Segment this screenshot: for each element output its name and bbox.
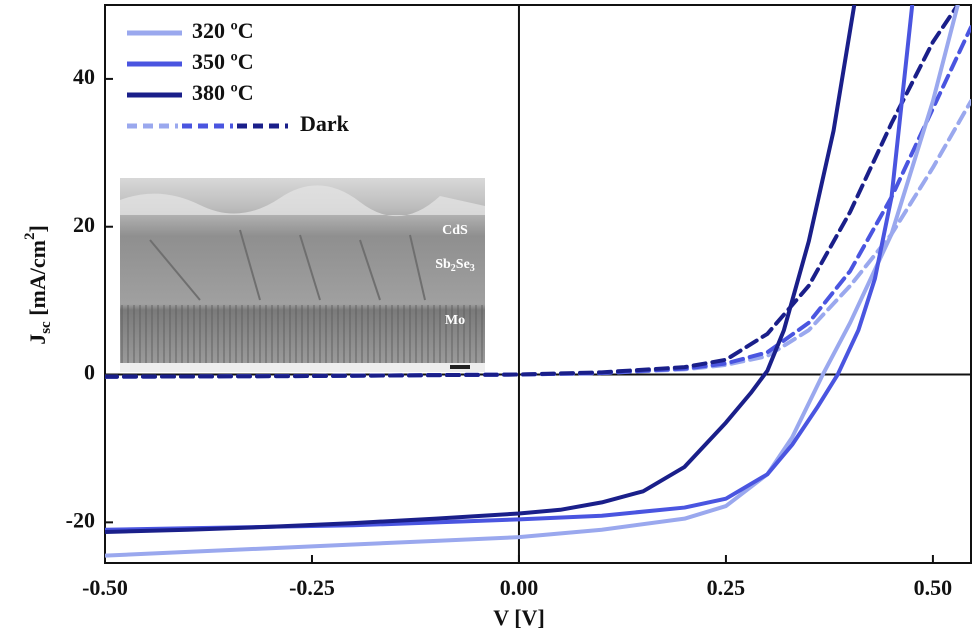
y-axis-label: Jsc [mA/cm2] [22, 225, 54, 345]
y-tick-label: -20 [66, 507, 95, 532]
legend-label: 350 ºC [192, 49, 254, 74]
top-layer [120, 185, 485, 217]
mo-columns [120, 305, 485, 363]
y-tick-label: 20 [73, 212, 95, 237]
y-tick-label: 40 [73, 64, 95, 89]
legend-label: Dark [300, 111, 350, 136]
y-tick-label: 0 [84, 360, 95, 385]
inset-label-part: Sb [435, 257, 451, 272]
dark-curve [105, 5, 960, 379]
inset-label: Mo [445, 313, 465, 328]
jv-curve [105, 5, 960, 558]
plot-area [105, 5, 971, 558]
inset-label: CdS [442, 223, 468, 238]
info-bar [120, 363, 485, 372]
x-tick-label: 0.00 [500, 575, 539, 600]
y-label-part: sc [38, 321, 54, 334]
y-label-part: ] [25, 225, 50, 232]
x-axis-label: V [V] [493, 605, 545, 630]
legend-label: 320 ºC [192, 18, 254, 43]
inset-label: Sb2Se3 [435, 257, 475, 274]
inset-label-part: Se [456, 257, 470, 272]
plot-frame [104, 4, 972, 564]
grain-edges [149, 229, 426, 301]
x-tick-label: -0.50 [82, 575, 128, 600]
legend-label: 380 ºC [192, 80, 254, 105]
scale-bar [450, 365, 470, 369]
jv-curve [105, 5, 857, 534]
y-label-part: J [25, 334, 50, 345]
inset-label-part: 2 [451, 263, 456, 274]
sem-inset: CdS Sb2Se3 Mo [120, 178, 485, 372]
x-tick-label: 0.50 [914, 575, 953, 600]
inset-label-part: 3 [470, 263, 475, 274]
x-tick-label: 0.25 [707, 575, 746, 600]
y-label-part: 2 [22, 233, 38, 241]
x-tick-label: -0.25 [289, 575, 335, 600]
y-label-part: [mA/cm [25, 240, 50, 321]
